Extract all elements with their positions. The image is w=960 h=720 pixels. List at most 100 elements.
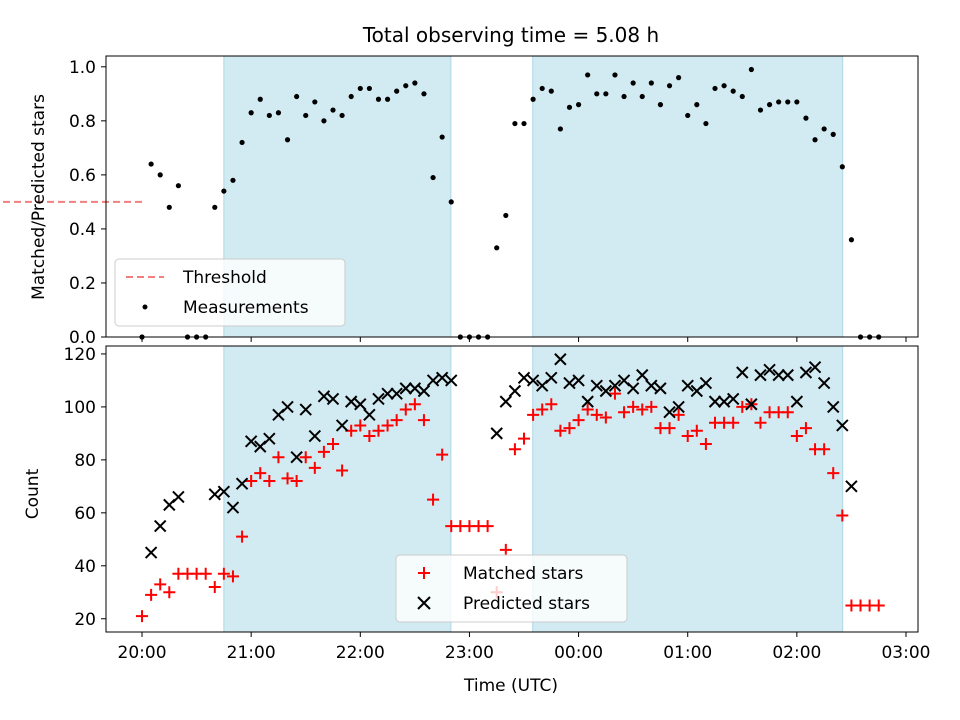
measurement-point (503, 212, 509, 219)
matched-star-point (354, 419, 367, 432)
matched-star-point (163, 586, 176, 599)
predicted-star-point (663, 405, 676, 419)
predicted-star-point (244, 435, 258, 448)
predicted-star-point (654, 382, 667, 395)
top-panel: 0.0 0.2 0.4 0.6 0.8 1.0 Matched/Predicted sta… (0, 55, 919, 348)
measurement-point (330, 107, 336, 113)
predicted-star-point (745, 398, 758, 411)
matched-star-point (590, 408, 603, 421)
predicted-star-point (308, 429, 322, 443)
measurement-point (839, 164, 845, 170)
predicted-star-point (581, 395, 594, 408)
matched-star-point (581, 403, 594, 416)
bottom-plot-frame (105, 345, 919, 633)
matched-star-point (245, 475, 258, 488)
bottom-y-tick-label: 100 (64, 398, 96, 418)
measurement-point (603, 91, 609, 97)
top-y-axis: 0.0 0.2 0.4 0.6 0.8 1.0 (69, 58, 106, 348)
measurement-point (366, 85, 372, 92)
legend-measurements-swatch (142, 304, 148, 310)
measurement-point (785, 99, 791, 105)
top-plot-frame (105, 55, 919, 338)
bottom-y-tick-label: 20 (74, 610, 96, 630)
matched-star-point (818, 443, 831, 456)
predicted-star-point (799, 366, 813, 379)
predicted-star-point (326, 392, 340, 406)
measurements-series (139, 66, 882, 340)
matched-star-point (417, 414, 430, 427)
predicted-star-point (836, 419, 849, 432)
matched-star-point (308, 461, 321, 474)
x-tick-label: 20:00 (118, 643, 167, 663)
predicted-star-point (508, 384, 522, 398)
matched-star-point (263, 475, 276, 488)
top-y-tick-label: 1.0 (69, 58, 96, 78)
predicted-star-point (526, 374, 540, 387)
predicted-star-point (827, 400, 840, 414)
matched-star-point (690, 424, 703, 437)
bottom-y-tick-label: 40 (74, 557, 96, 577)
bottom-legend-box (395, 554, 628, 623)
measurement-point (303, 112, 309, 119)
measurement-point (148, 161, 154, 167)
top-y-tick-label: 0.2 (69, 274, 96, 294)
matched-star-point (872, 599, 885, 612)
predicted-star-point (572, 374, 585, 387)
predicted-star-point (335, 419, 349, 432)
predicted-stars-series (144, 353, 858, 559)
x-axis-label: Time (UTC) (463, 676, 558, 696)
measurement-point (757, 107, 764, 113)
figure-title: Total observing time = 5.08 h (362, 23, 659, 47)
matched-star-point (799, 422, 812, 435)
top-legend: Threshold Measurements (114, 258, 346, 327)
measurement-point (812, 137, 818, 143)
measurement-point (639, 93, 645, 100)
top-legend-box (114, 258, 346, 327)
bottom-panel: 20 40 60 80 100 120 20:00 21:00 22:00 23:00 00:00… (23, 345, 930, 696)
predicted-star-point (281, 400, 294, 414)
predicted-star-point (408, 382, 422, 395)
predicted-star-point (217, 485, 231, 498)
measurement-point (284, 137, 291, 143)
predicted-star-point (817, 376, 831, 390)
measurement-point (384, 96, 391, 102)
predicted-star-point (263, 432, 276, 445)
predicted-star-point (645, 379, 658, 392)
measurement-point (666, 83, 673, 89)
predicted-star-point (736, 366, 749, 379)
measurement-point (166, 204, 172, 210)
predicted-star-point (390, 387, 403, 400)
matched-star-point (254, 467, 267, 480)
predicted-star-point (808, 360, 822, 374)
shaded-region (532, 55, 844, 338)
top-x-ticks (141, 337, 907, 342)
predicted-star-point (726, 392, 740, 406)
predicted-star-point (144, 546, 158, 559)
matched-star-point (627, 400, 640, 413)
top-y-tick-label: 0.6 (69, 166, 96, 186)
measurement-point (803, 115, 809, 121)
measurement-point (694, 102, 700, 108)
measurement-point (630, 80, 636, 86)
measurement-point (621, 93, 627, 100)
predicted-star-point (672, 400, 685, 414)
measurement-point (175, 183, 181, 189)
measurement-point (612, 72, 618, 78)
bottom-y-axis: 20 40 60 80 100 120 (64, 345, 106, 630)
matched-star-point (536, 403, 549, 416)
predicted-star-point (636, 368, 649, 382)
matched-star-point (681, 430, 694, 443)
measurement-point (557, 126, 563, 132)
measurement-point (257, 96, 263, 102)
measurement-point (585, 72, 591, 78)
top-y-axis-label: Matched/Predicted stars (29, 94, 49, 300)
measurement-point (230, 177, 236, 183)
predicted-star-point (772, 368, 785, 382)
matched-star-point (390, 414, 403, 427)
matched-star-point (226, 570, 239, 583)
legend-matched-swatch (418, 567, 430, 579)
predicted-star-point (699, 376, 713, 390)
matched-star-point (518, 432, 531, 445)
matched-star-point (554, 424, 567, 437)
bottom-x-axis: 20:00 21:00 22:00 23:00 00:00 01:00 02:00 03:00 (118, 632, 930, 663)
